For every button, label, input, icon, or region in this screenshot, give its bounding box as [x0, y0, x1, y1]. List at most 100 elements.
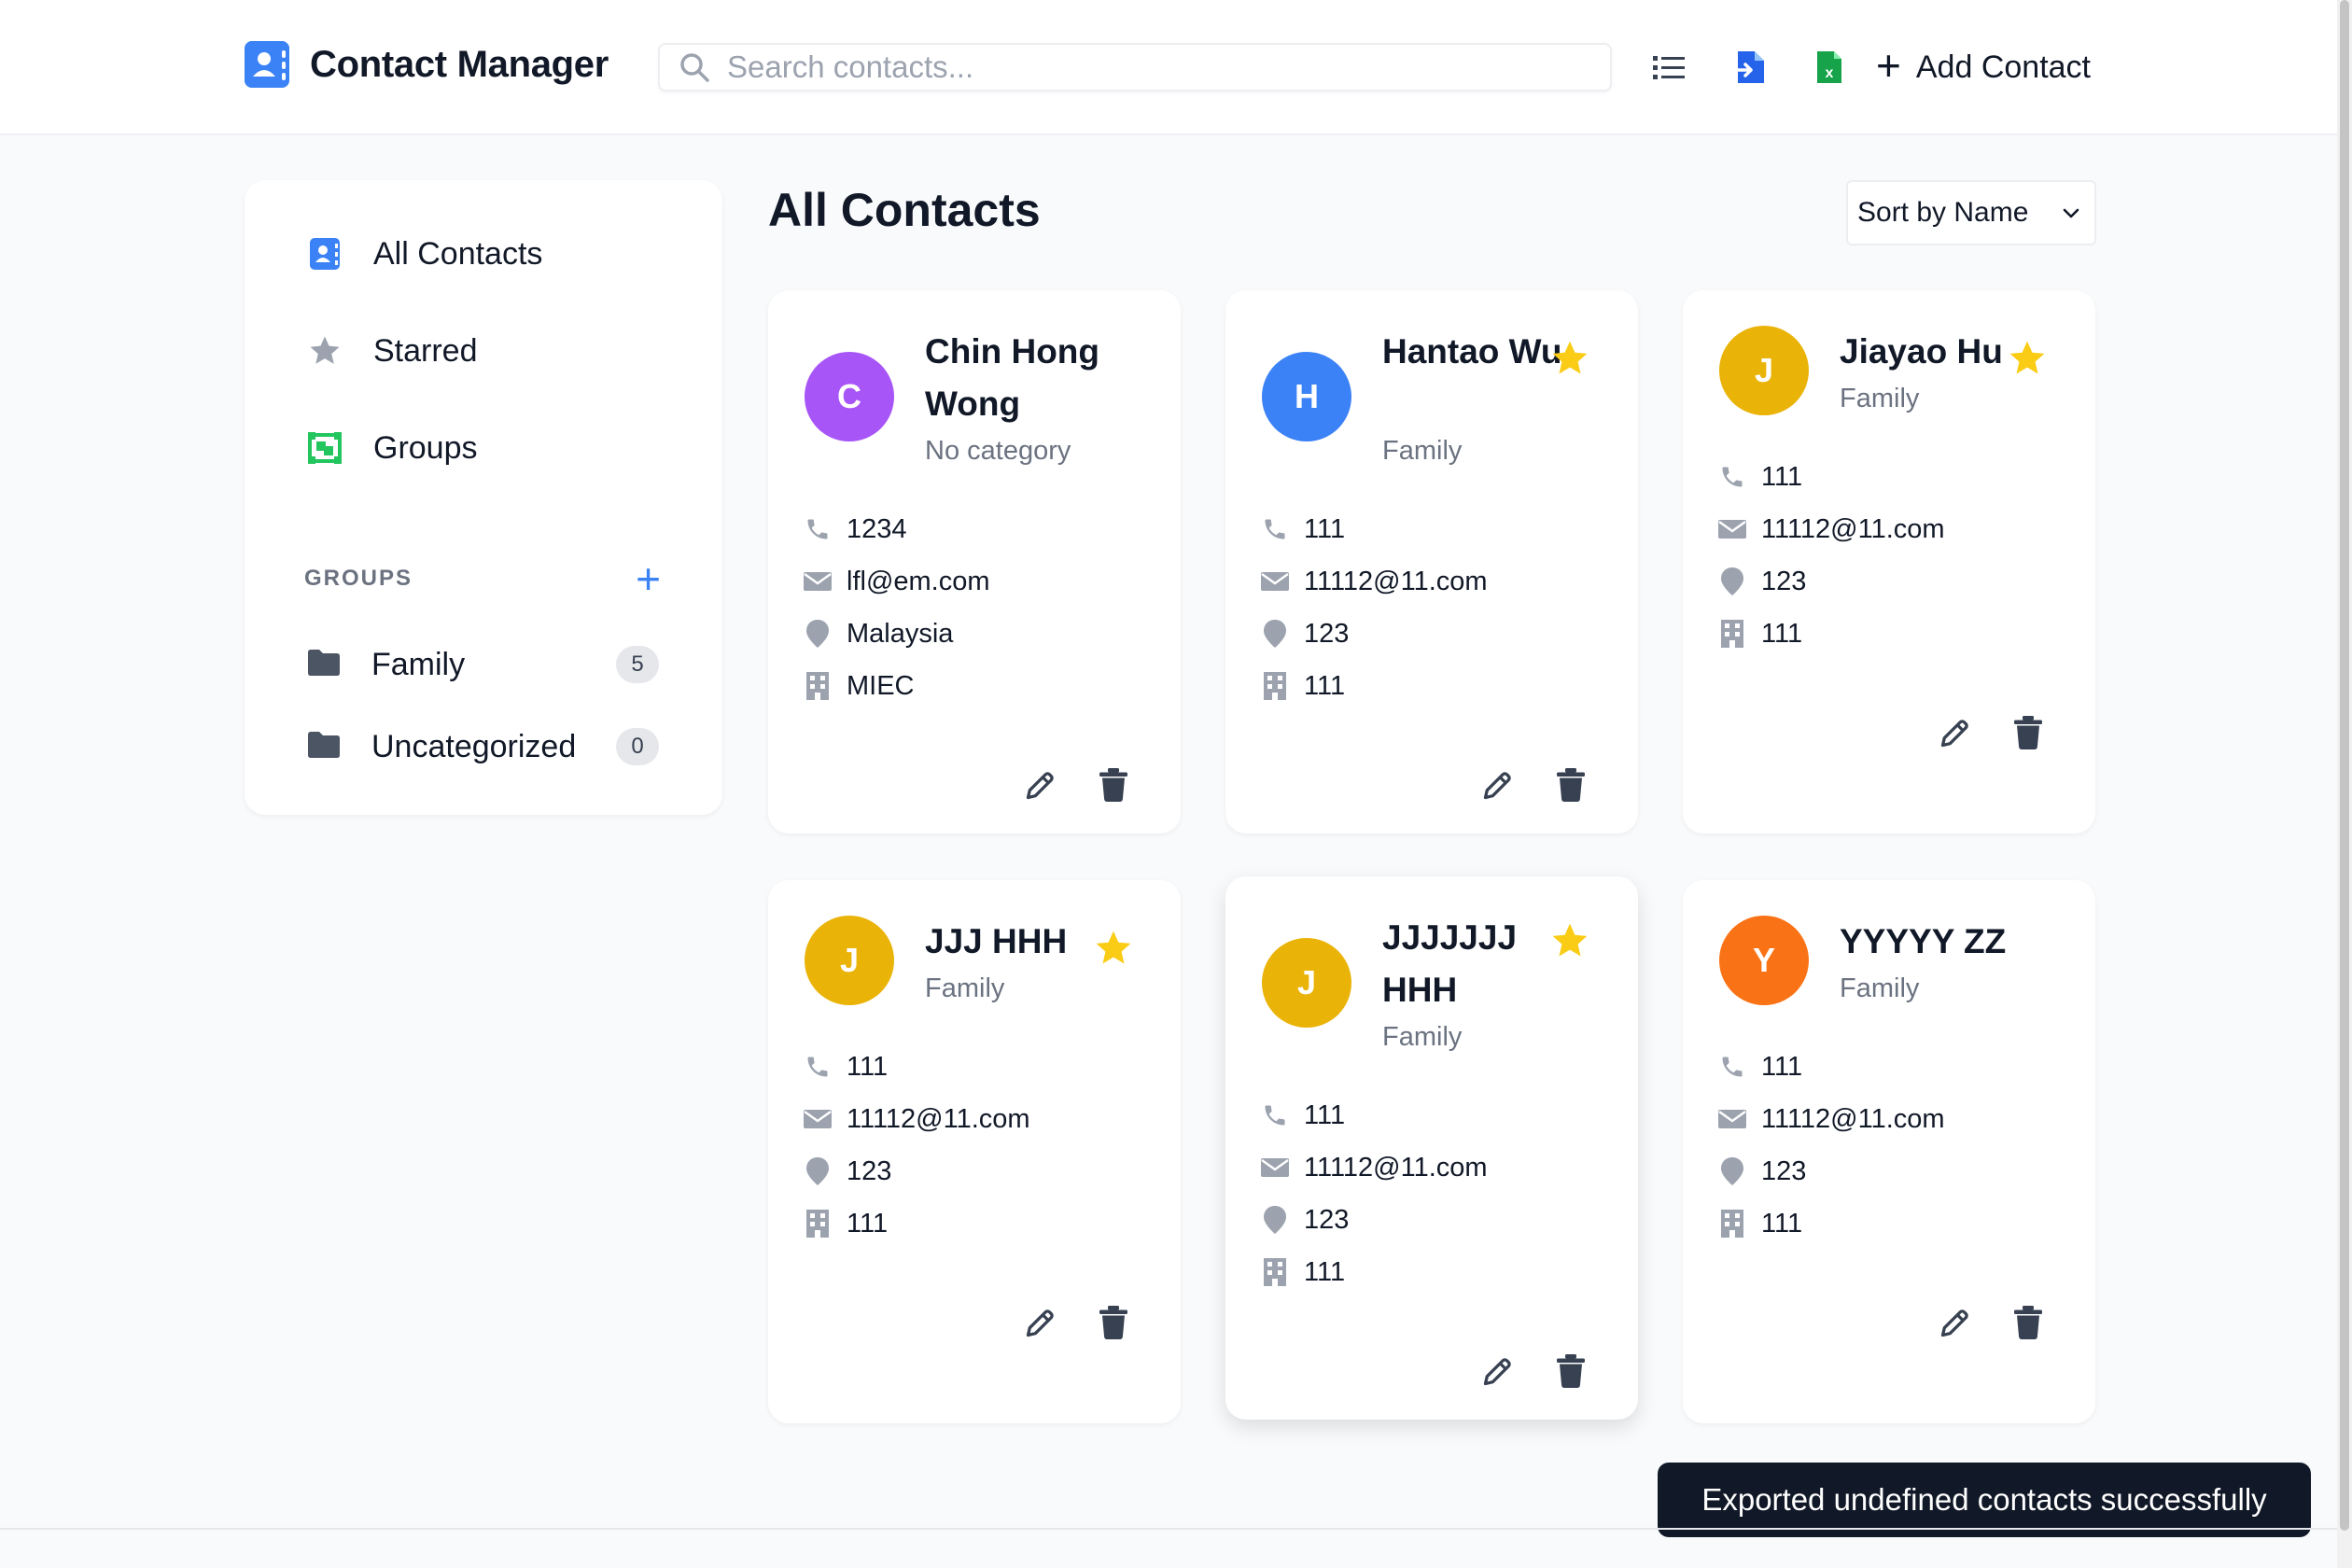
import-icon [1734, 51, 1764, 83]
list-view-button[interactable] [1648, 47, 1689, 88]
trash-icon [1099, 767, 1127, 806]
contact-name: Jiayao Hu [1840, 332, 2003, 371]
email-icon [1718, 515, 1746, 543]
contact-address: 123 [1304, 618, 1350, 649]
sort-select[interactable]: Sort by Name [1846, 180, 2096, 245]
excel-export-button[interactable]: x [1809, 47, 1850, 88]
email-icon [1261, 567, 1289, 595]
phone-icon [1718, 1053, 1746, 1081]
top-bar: Contact Manager x + Add Contact [0, 0, 2337, 135]
sidebar-item-starred[interactable]: Starred [308, 323, 663, 379]
phone-icon [1261, 1101, 1289, 1129]
delete-button[interactable] [1093, 1304, 1134, 1345]
trash-icon [2014, 1305, 2042, 1344]
group-item-uncategorized[interactable]: Uncategorized 0 [308, 719, 659, 775]
star-icon[interactable] [1550, 921, 1589, 960]
building-icon [1718, 1210, 1746, 1238]
contact-address-row: 123 [1261, 615, 1349, 652]
email-icon [804, 567, 832, 595]
avatar: C [805, 352, 894, 441]
contact-card[interactable]: J Jiayao Hu Family 111 11112@11.com 123 11… [1683, 290, 2095, 833]
contact-address: Malaysia [847, 618, 954, 649]
delete-button[interactable] [1550, 1352, 1591, 1393]
contact-company: MIEC [847, 670, 915, 701]
contact-address: 123 [1304, 1204, 1350, 1235]
contact-name: Hantao Wu [1382, 332, 1562, 371]
sidebar: All Contacts Starred Groups GROUPS + Fam… [245, 180, 722, 815]
avatar: J [1262, 938, 1351, 1028]
edit-button[interactable] [1935, 714, 1976, 755]
contact-phone-row: 111 [1261, 511, 1345, 548]
contact-email-row: lfl@em.com [804, 563, 990, 600]
delete-button[interactable] [2008, 714, 2049, 755]
contact-email-row: 11112@11.com [804, 1100, 1030, 1138]
delete-button[interactable] [1550, 766, 1591, 807]
contact-name: YYYYY ZZ [1840, 922, 2007, 960]
contact-phone: 111 [1761, 1051, 1803, 1082]
contact-email: 11112@11.com [1304, 1152, 1488, 1183]
edit-button[interactable] [1477, 766, 1519, 807]
sidebar-item-all-contacts[interactable]: All Contacts [308, 226, 663, 282]
search-icon [680, 53, 709, 82]
edit-button[interactable] [1020, 1304, 1061, 1345]
pencil-icon [1939, 1306, 1972, 1344]
contact-company-row: 111 [1718, 615, 1802, 652]
location-icon [1261, 1206, 1289, 1234]
contact-category: Family [1382, 436, 1463, 466]
building-icon [1718, 620, 1746, 648]
contact-address-row: Malaysia [804, 615, 953, 652]
contact-company: 111 [1761, 618, 1803, 649]
add-group-button[interactable]: + [636, 554, 661, 603]
star-icon[interactable] [2008, 339, 2047, 378]
contact-address: 123 [1761, 1155, 1807, 1186]
sidebar-item-label: Starred [373, 332, 478, 369]
groups-icon [308, 431, 342, 465]
contact-company-row: 111 [804, 1205, 888, 1242]
import-button[interactable] [1729, 47, 1771, 88]
contact-address: 123 [1761, 566, 1807, 596]
search-input[interactable] [727, 49, 1567, 85]
contact-email-row: 11112@11.com [1261, 1149, 1488, 1186]
star-icon[interactable] [1094, 929, 1133, 968]
star-icon[interactable] [1550, 339, 1589, 378]
chevron-down-icon [2063, 208, 2079, 218]
add-contact-button[interactable]: + Add Contact [1876, 41, 2091, 93]
contact-company: 111 [1304, 1256, 1346, 1287]
contact-name: JJJ HHH [925, 922, 1068, 960]
trash-icon [1557, 767, 1585, 806]
contact-phone: 1234 [847, 513, 907, 544]
contact-card[interactable]: H Hantao Wu Family 111 11112@11.com 123 11… [1225, 290, 1638, 833]
search-bar[interactable] [658, 43, 1612, 91]
contact-category: Family [1840, 384, 1920, 413]
contact-card[interactable]: Y YYYYY ZZ Family 111 11112@11.com 123 111 [1683, 880, 2095, 1423]
contact-card[interactable]: J JJJJJJJ HHH Family 111 11112@11.com 123 … [1225, 876, 1638, 1420]
sidebar-item-groups[interactable]: Groups [308, 420, 663, 476]
contact-address-row: 123 [804, 1153, 891, 1190]
scrollbar-thumb[interactable] [2340, 0, 2349, 1531]
location-icon [1261, 620, 1289, 648]
building-icon [804, 672, 832, 700]
edit-button[interactable] [1020, 766, 1061, 807]
contact-company-row: 111 [1718, 1205, 1802, 1242]
contact-phone-row: 111 [1261, 1097, 1345, 1134]
contact-email-row: 11112@11.com [1718, 511, 1945, 548]
delete-button[interactable] [1093, 766, 1134, 807]
edit-button[interactable] [1477, 1352, 1519, 1393]
contact-phone: 111 [1761, 461, 1803, 492]
delete-button[interactable] [2008, 1304, 2049, 1345]
folder-icon [308, 731, 340, 763]
contact-card[interactable]: C Chin Hong Wong No category 1234 lfl@em.c… [768, 290, 1181, 833]
avatar: H [1262, 352, 1351, 441]
contact-email-row: 11112@11.com [1718, 1100, 1945, 1138]
trash-icon [2014, 715, 2042, 754]
page-scrollbar[interactable] [2337, 0, 2352, 1568]
group-item-family[interactable]: Family 5 [308, 637, 659, 693]
building-icon [1261, 1258, 1289, 1286]
contact-company: 111 [1761, 1208, 1803, 1239]
list-view-icon [1653, 56, 1685, 79]
edit-button[interactable] [1935, 1304, 1976, 1345]
group-label: Uncategorized [371, 728, 577, 764]
contact-card[interactable]: J JJJ HHH Family 111 11112@11.com 123 111 [768, 880, 1181, 1423]
star-icon [308, 334, 342, 368]
email-icon [804, 1105, 832, 1133]
